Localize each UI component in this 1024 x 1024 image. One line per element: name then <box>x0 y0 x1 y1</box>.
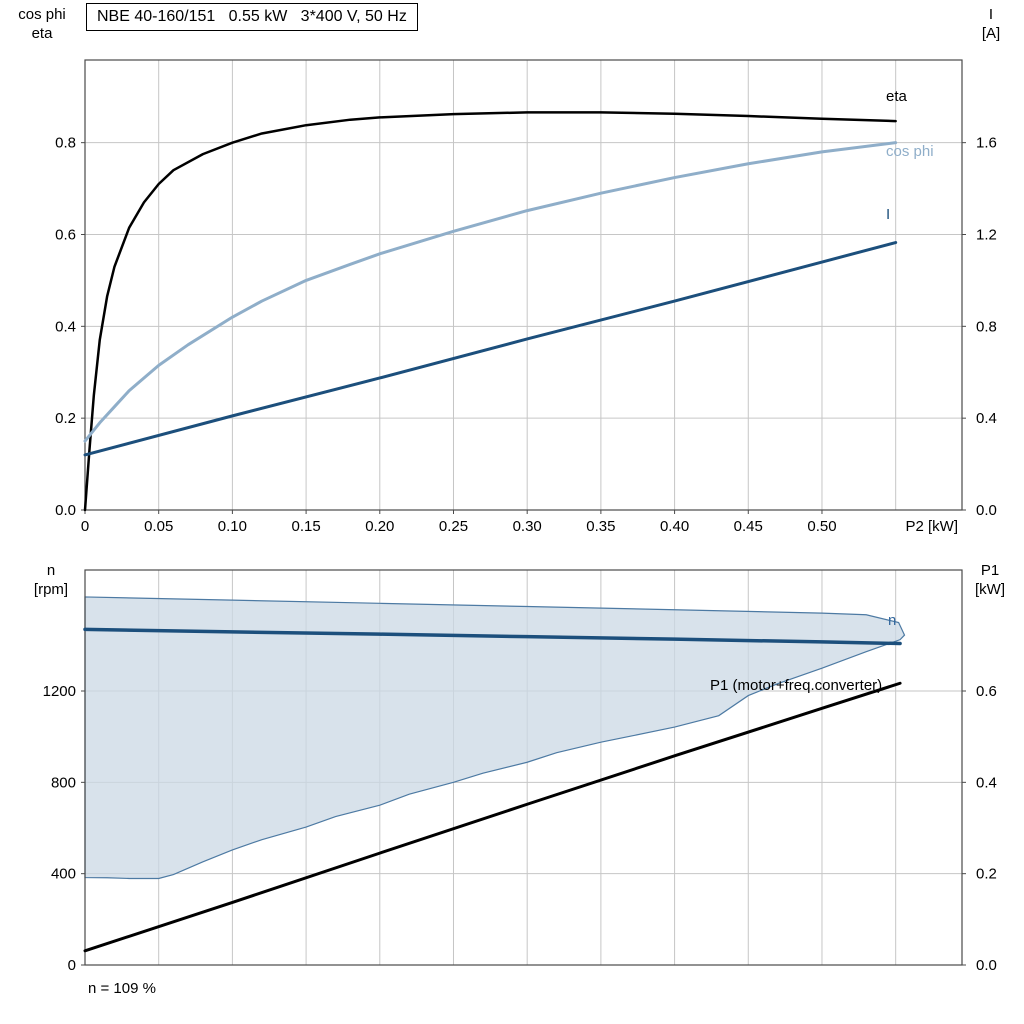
series-p1-motor-freq-converter <box>83 681 902 953</box>
curve-label-eta: eta <box>886 88 907 105</box>
y-tick-label-right: 0.4 <box>976 774 997 791</box>
y-tick-label-right: 0.0 <box>976 957 997 974</box>
speed-range-region <box>84 596 906 880</box>
y-tick-label-left: 1200 <box>43 683 76 700</box>
chart-bottom-speed-power: 0 400 800 1200 0.0 0.2 0.4 0.6 <box>43 569 997 974</box>
y-tick-label-right: 0.4 <box>976 410 997 427</box>
axis-title-cosphi-eta: cos phi eta <box>18 6 66 42</box>
x-tick-label: 0.45 <box>734 518 763 535</box>
y-tick-label-right: 0.8 <box>976 318 997 335</box>
plot-border <box>84 569 963 966</box>
x-tick-label: 0.30 <box>513 518 542 535</box>
series-eta <box>83 111 897 512</box>
curve-label-current: I <box>886 206 891 223</box>
x-axis-unit-label: P2 [kW] <box>905 518 958 535</box>
y-tick-label-left: 400 <box>51 866 76 883</box>
series-current <box>83 241 898 457</box>
plot-border <box>84 59 963 511</box>
axis-title-current: I [A] <box>981 6 1001 42</box>
y-tick-label-left: 800 <box>51 774 76 791</box>
x-tick-label: 0.50 <box>807 518 836 535</box>
y-tick-label-left: 0.0 <box>55 502 76 519</box>
chart-title-box: NBE 40-160/151 0.55 kW 3*400 V, 50 Hz <box>86 3 418 31</box>
axis-title-p1: P1 [kW] <box>975 562 1005 598</box>
series-speed-n <box>83 627 902 646</box>
x-tick-label: 0.40 <box>660 518 689 535</box>
x-tick-label: 0.25 <box>439 518 468 535</box>
y-tick-label-left: 0.6 <box>55 226 76 243</box>
y-tick-label-left: 0.4 <box>55 318 76 335</box>
y-tick-label-left: 0 <box>68 957 76 974</box>
axis-title-speed: n [rpm] <box>33 562 69 598</box>
x-tick-label: 0.35 <box>586 518 615 535</box>
x-tick-label: 0.05 <box>144 518 173 535</box>
y-tick-label-left: 0.8 <box>55 135 76 152</box>
curve-label-p1: P1 (motor+freq.converter) <box>710 677 883 694</box>
curve-label-speed: n <box>888 612 897 629</box>
y-tick-label-right: 0.2 <box>976 866 997 883</box>
y-tick-label-right: 1.2 <box>976 226 997 243</box>
series-cos-phi <box>83 141 898 443</box>
y-tick-label-right: 0.0 <box>976 502 997 519</box>
speed-percentage-note: n = 109 % <box>88 980 156 997</box>
y-tick-label-left: 0.2 <box>55 410 76 427</box>
x-tick-label: 0.15 <box>291 518 320 535</box>
y-tick-label-right: 0.6 <box>976 683 997 700</box>
y-tick-label-right: 1.6 <box>976 135 997 152</box>
x-tick-label: 0 <box>81 518 89 535</box>
x-tick-label: 0.10 <box>218 518 247 535</box>
chart-top-eta-cosphi-current: 0 0.05 0.10 0.15 0.20 0.25 0.30 0.35 0.40 0.45 0.5… <box>55 59 997 535</box>
x-tick-label: 0.20 <box>365 518 394 535</box>
curve-label-cos-phi: cos phi <box>886 143 934 160</box>
